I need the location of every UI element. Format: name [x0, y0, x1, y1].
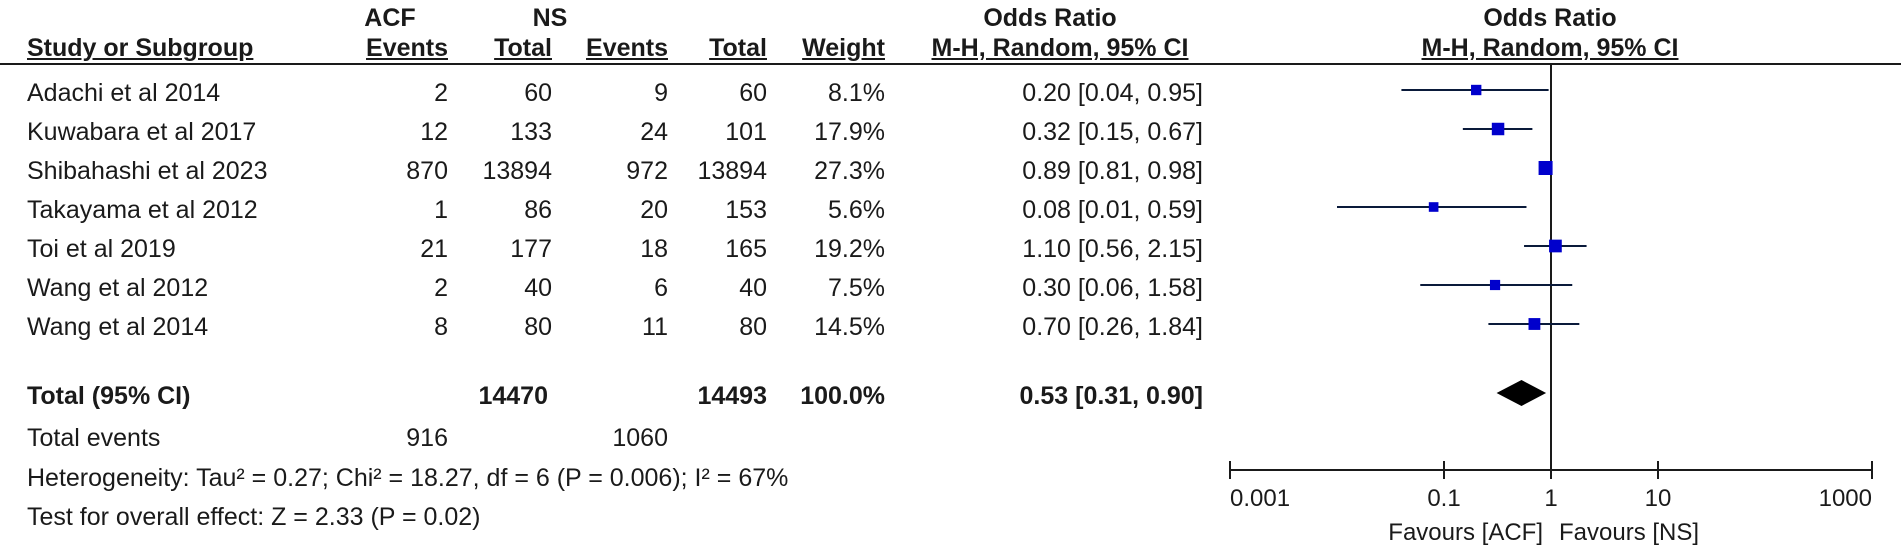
acf-total: 86	[524, 196, 552, 224]
col-method-header: M-H, Random, 95% CI	[931, 34, 1189, 62]
study-marker	[1428, 202, 1439, 212]
col-acf-total-header: Total	[494, 34, 552, 62]
study-marker	[1528, 318, 1541, 330]
col-ns-events-header: Events	[586, 34, 668, 62]
pooled-diamond	[1496, 380, 1547, 406]
acf-total: 60	[524, 79, 552, 107]
col-study-header: Study or Subgroup	[27, 34, 254, 62]
acf-events: 2	[434, 79, 448, 107]
ns-events: 18	[640, 235, 668, 263]
x-tick-label: 0.001	[1230, 485, 1290, 512]
study-ci: 1.10 [0.56, 2.15]	[1022, 235, 1203, 263]
total-ns-total: 14493	[697, 382, 767, 410]
study-name: Shibahashi et al 2023	[27, 157, 268, 185]
acf-events: 21	[420, 235, 448, 263]
acf-events: 8	[434, 313, 448, 341]
acf-group-header: ACF	[364, 4, 416, 32]
ns-group-header: NS	[532, 4, 568, 32]
study-name: Takayama et al 2012	[27, 196, 258, 224]
favours-right-label: Favours [NS]	[1559, 519, 1699, 546]
study-ci: 0.08 [0.01, 0.59]	[1022, 196, 1203, 224]
study-marker	[1549, 239, 1562, 253]
study-ci: 0.20 [0.04, 0.95]	[1022, 79, 1203, 107]
ns-events: 11	[642, 313, 668, 341]
acf-total: 13894	[482, 157, 552, 185]
ns-events: 24	[640, 118, 668, 146]
total-weight: 100.0%	[800, 382, 885, 410]
acf-events: 1	[434, 196, 448, 224]
total-events-acf: 916	[406, 424, 448, 452]
acf-total: 177	[510, 235, 552, 263]
total-label: Total (95% CI)	[27, 382, 191, 410]
col-ns-total-header: Total	[709, 34, 767, 62]
acf-events: 870	[406, 157, 448, 185]
total-acf-total: 14470	[478, 382, 548, 410]
study-ci: 0.89 [0.81, 0.98]	[1022, 157, 1203, 185]
heterogeneity-text: Heterogeneity: Tau² = 0.27; Chi² = 18.27…	[27, 464, 789, 492]
total-ci: 0.53 [0.31, 0.90]	[1019, 382, 1203, 410]
study-weight: 8.1%	[828, 79, 885, 107]
study-name: Wang et al 2014	[27, 313, 209, 341]
study-ci: 0.30 [0.06, 1.58]	[1022, 274, 1203, 302]
study-marker	[1489, 279, 1501, 291]
study-name: Adachi et al 2014	[27, 79, 221, 107]
study-weight: 19.2%	[814, 235, 885, 263]
acf-total: 40	[524, 274, 552, 302]
ns-events: 9	[654, 79, 668, 107]
favours-left-label: Favours [ACF]	[1388, 519, 1543, 546]
or-table-header: Odds Ratio	[983, 4, 1117, 32]
x-tick-label: 0.1	[1427, 485, 1460, 512]
study-name: Toi et al 2019	[27, 235, 176, 263]
header-rule	[0, 63, 1901, 65]
ns-total: 60	[739, 79, 767, 107]
study-name: Kuwabara et al 2017	[27, 118, 257, 146]
acf-events: 12	[420, 118, 448, 146]
x-tick-label: 10	[1645, 485, 1672, 512]
study-name: Wang et al 2012	[27, 274, 209, 302]
total-events-ns: 1060	[612, 424, 668, 452]
study-weight: 17.9%	[814, 118, 885, 146]
study-marker	[1491, 122, 1505, 136]
ns-events: 6	[654, 274, 668, 302]
total-events-label: Total events	[27, 424, 161, 452]
study-ci: 0.70 [0.26, 1.84]	[1022, 313, 1203, 341]
study-weight: 27.3%	[814, 157, 885, 185]
acf-total: 80	[524, 313, 552, 341]
col-weight-header: Weight	[802, 34, 885, 62]
study-weight: 5.6%	[828, 196, 885, 224]
study-weight: 14.5%	[814, 313, 885, 341]
overall-effect-text: Test for overall effect: Z = 2.33 (P = 0…	[27, 503, 481, 531]
or-plot-header: Odds Ratio	[1483, 4, 1617, 32]
acf-events: 2	[434, 274, 448, 302]
x-tick-label: 1000	[1819, 485, 1872, 512]
ns-total: 101	[725, 118, 767, 146]
ns-total: 80	[739, 313, 767, 341]
ns-total: 165	[725, 235, 767, 263]
study-marker	[1538, 161, 1553, 175]
ns-total: 40	[739, 274, 767, 302]
x-tick-label: 1	[1544, 485, 1557, 512]
study-ci: 0.32 [0.15, 0.67]	[1022, 118, 1203, 146]
study-marker	[1471, 84, 1482, 96]
study-weight: 7.5%	[828, 274, 885, 302]
col-acf-events-header: Events	[366, 34, 448, 62]
acf-total: 133	[510, 118, 552, 146]
ns-events: 972	[626, 157, 668, 185]
col-plot-method-header: M-H, Random, 95% CI	[1421, 34, 1679, 62]
ns-total: 13894	[697, 157, 767, 185]
ns-total: 153	[725, 196, 767, 224]
ns-events: 20	[640, 196, 668, 224]
